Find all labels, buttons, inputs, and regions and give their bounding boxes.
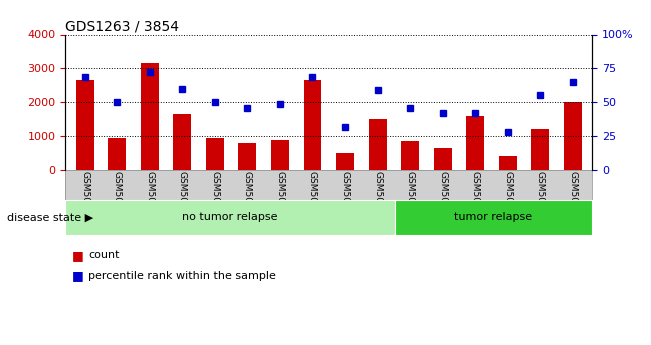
- Text: GSM50512: GSM50512: [373, 170, 382, 220]
- Bar: [108, 138, 126, 170]
- Text: GSM50496: GSM50496: [113, 170, 122, 220]
- Text: GSM50504: GSM50504: [145, 170, 154, 220]
- Text: GSM50513: GSM50513: [503, 170, 512, 220]
- Text: GSM50511: GSM50511: [340, 170, 350, 220]
- Text: count: count: [88, 250, 119, 260]
- Text: GSM50508: GSM50508: [275, 170, 284, 220]
- Text: percentile rank within the sample: percentile rank within the sample: [88, 271, 276, 281]
- Text: GSM50515: GSM50515: [568, 170, 577, 220]
- Text: GSM50474: GSM50474: [80, 170, 89, 220]
- Text: GSM50509: GSM50509: [308, 170, 317, 220]
- Bar: [499, 156, 517, 170]
- Bar: [401, 141, 419, 170]
- Text: GSM50506: GSM50506: [210, 170, 219, 220]
- Bar: [434, 148, 452, 170]
- Bar: [271, 139, 289, 170]
- Text: GSM50475: GSM50475: [438, 170, 447, 220]
- Bar: [173, 114, 191, 170]
- Text: no tumor relapse: no tumor relapse: [182, 213, 277, 222]
- Text: GSM50510: GSM50510: [471, 170, 480, 220]
- Text: disease state ▶: disease state ▶: [7, 213, 92, 222]
- Text: ■: ■: [72, 249, 87, 262]
- Bar: [206, 138, 224, 170]
- Bar: [531, 129, 549, 170]
- Bar: [303, 80, 322, 170]
- Bar: [238, 143, 256, 170]
- Bar: [76, 80, 94, 170]
- Text: GSM50473: GSM50473: [406, 170, 415, 220]
- Bar: [564, 102, 582, 170]
- Bar: [141, 63, 159, 170]
- Text: GDS1263 / 3854: GDS1263 / 3854: [65, 19, 179, 33]
- Text: ■: ■: [72, 269, 87, 283]
- Text: GSM50507: GSM50507: [243, 170, 252, 220]
- Text: GSM50514: GSM50514: [536, 170, 545, 220]
- Bar: [336, 153, 354, 170]
- Text: tumor relapse: tumor relapse: [454, 213, 533, 222]
- Bar: [368, 119, 387, 170]
- Bar: [466, 116, 484, 170]
- Text: GSM50505: GSM50505: [178, 170, 187, 220]
